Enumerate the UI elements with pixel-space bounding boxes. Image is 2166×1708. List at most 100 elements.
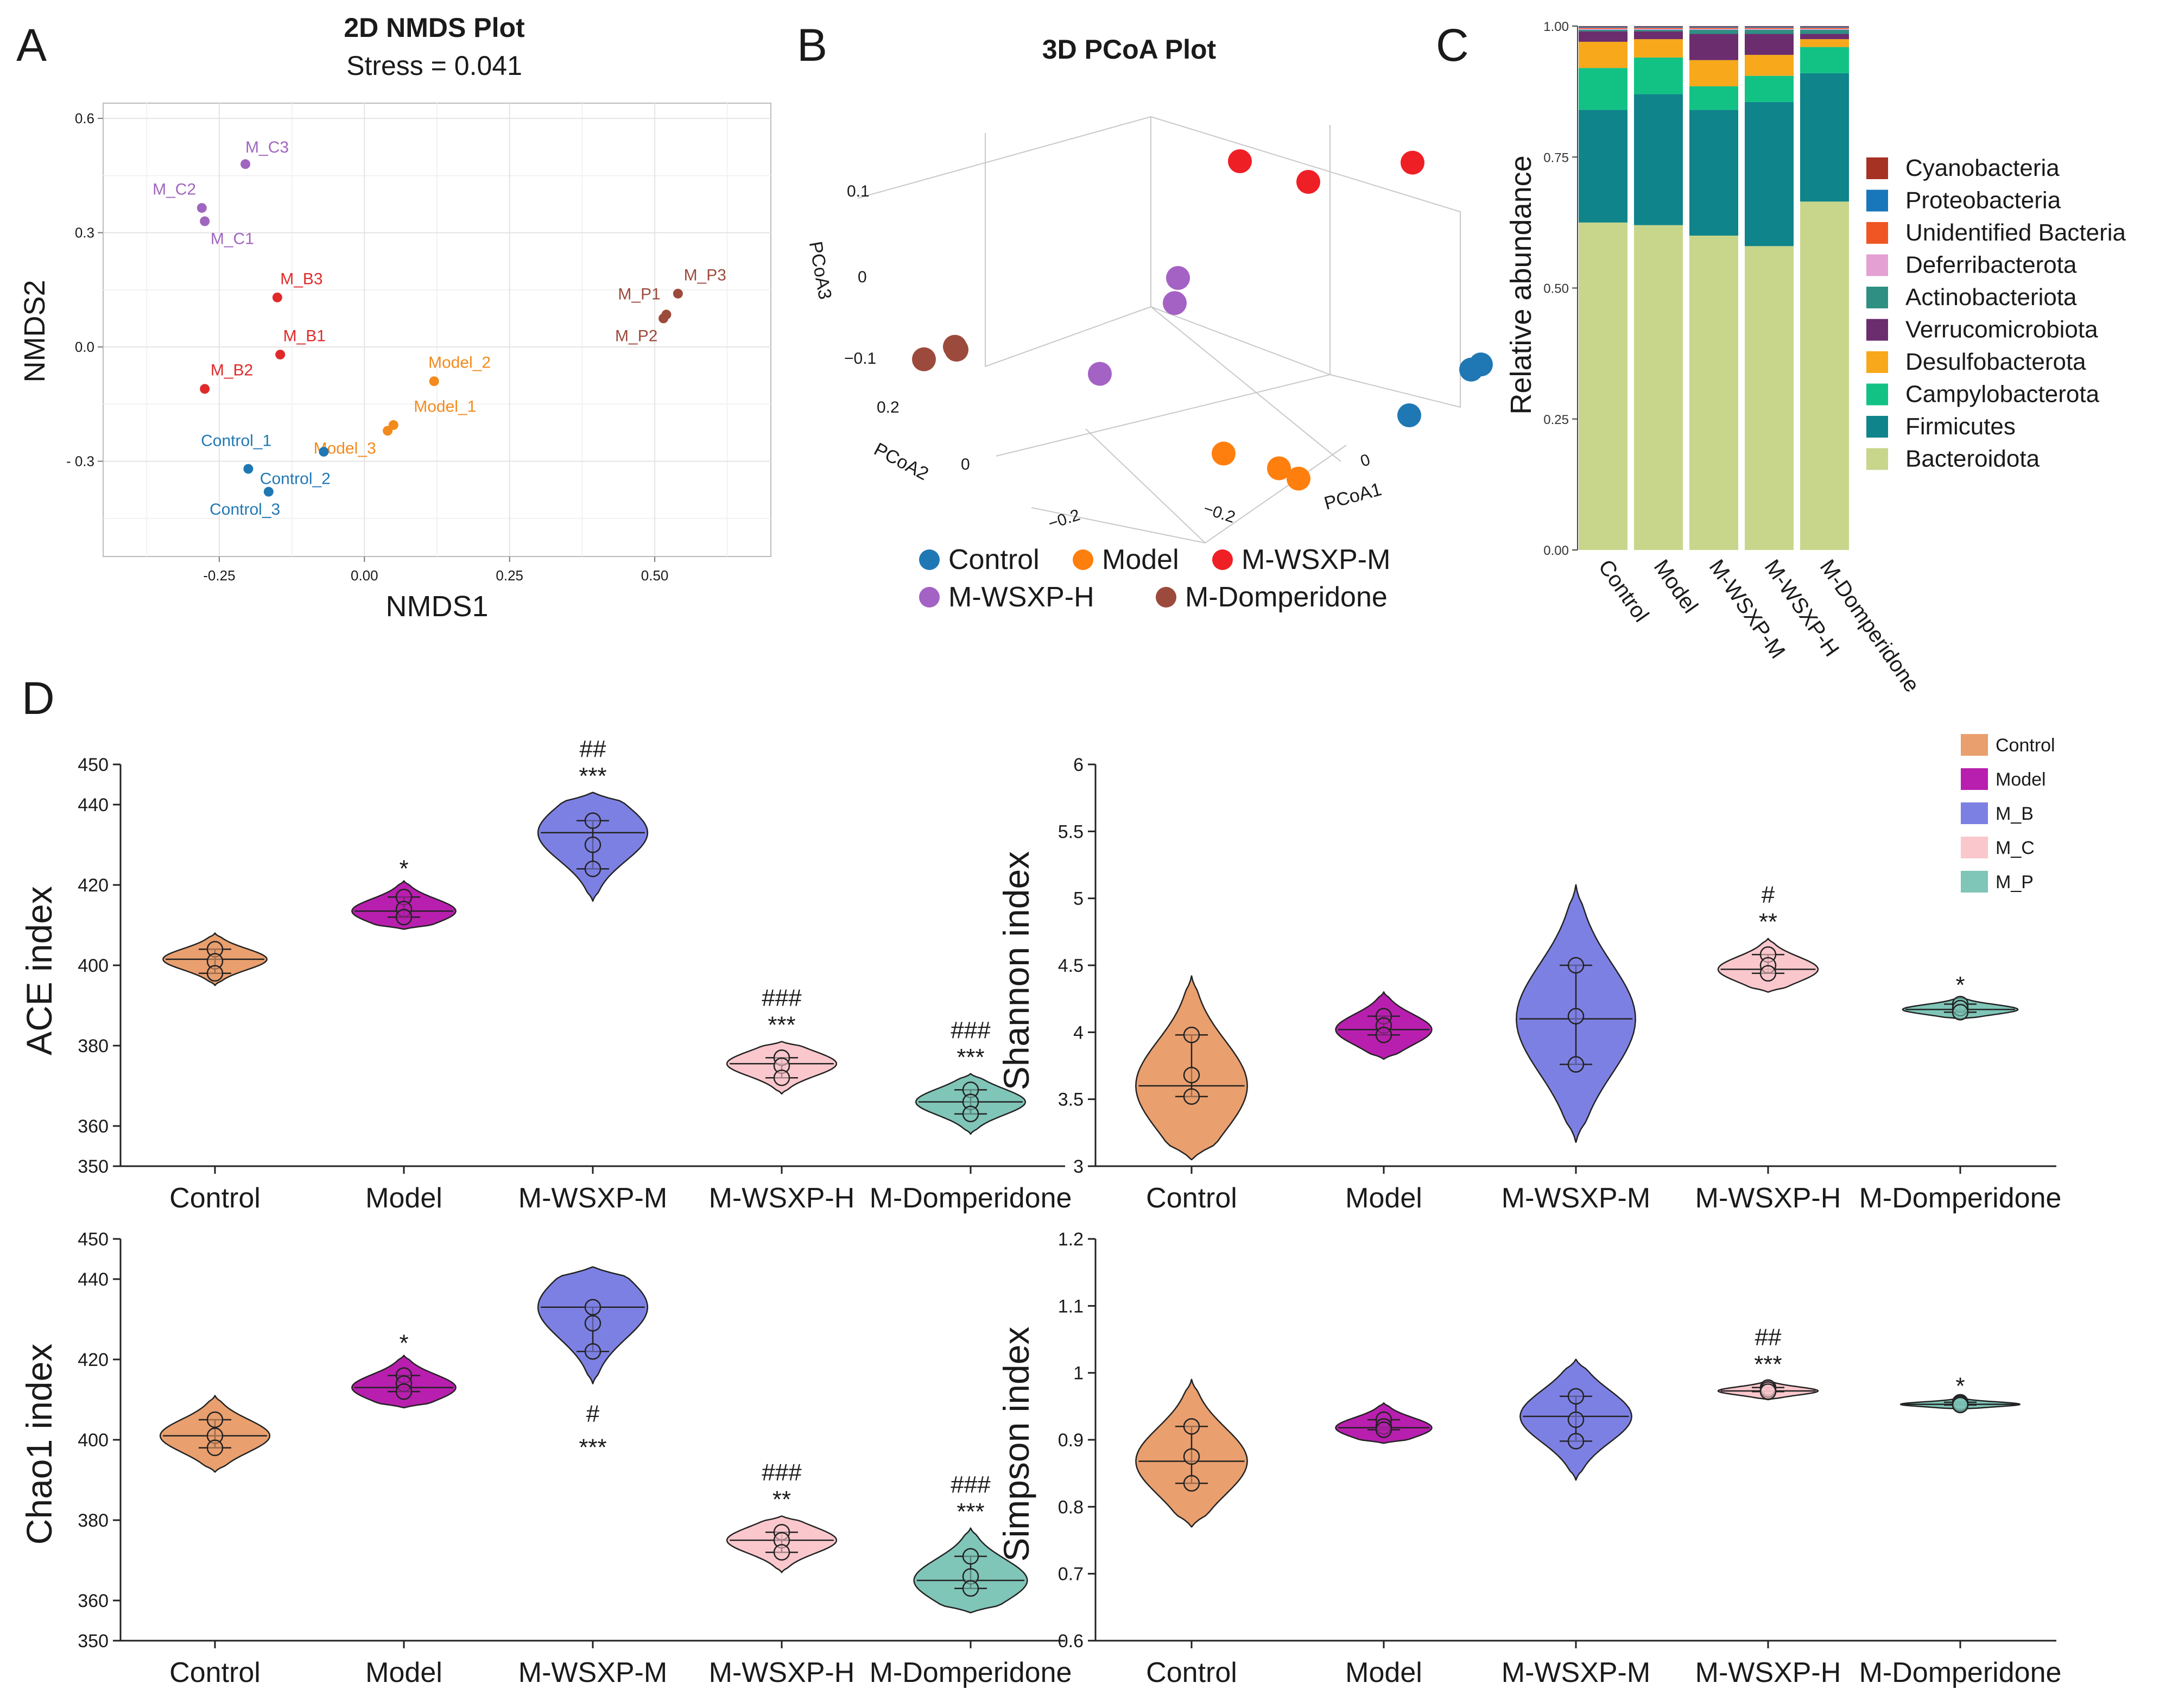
chao1-point-m-wsxp-m-1 (584, 1299, 601, 1316)
pcoa-panel: 3D PCoA Plot 0.1 0 −0.1 0.2 0 −0.2 −0.2 … (805, 34, 1493, 613)
composition-legend-swatch-cyanobacteria (1866, 157, 1888, 179)
composition-xtick-1: Model (1649, 555, 1703, 617)
shannon-y-title: Shannon index (996, 851, 1036, 1090)
pcoa-point-control-1 (1397, 403, 1421, 427)
simpson-point-m-wsxp-h-3 (1759, 1383, 1777, 1400)
nmds-label-m-b3: M_B3 (280, 270, 322, 288)
shannon-point-m-domperidone-3 (1952, 1004, 1969, 1021)
ace-ytick-2: 380 (78, 1036, 109, 1057)
composition-bar-m-domperidone-bacteroidota (1800, 201, 1849, 550)
composition-bar-m-domperidone-campylobacterota (1800, 47, 1849, 73)
ace-ytick-0: 350 (78, 1156, 109, 1177)
composition-bar-control-verrucomicrobiota (1579, 31, 1627, 42)
violin-legend-swatch-m_b (1961, 802, 1988, 824)
violin-legend-swatch-control (1961, 734, 1988, 756)
chao1-sig-hash-m-domperidone: ### (951, 1471, 991, 1498)
ace-sig-hash-m-wsxp-h: ### (762, 985, 802, 1011)
pcoa-point-m-domperidone-3 (943, 334, 967, 359)
composition-bar-m-domperidone-deferribacterota (1800, 28, 1849, 30)
composition-bar-m-wsxp-m-unidentified-bacteria (1689, 27, 1738, 29)
shannon-ytick-3: 4.5 (1058, 956, 1084, 976)
nmds-label-m-c1: M_C1 (211, 230, 254, 248)
composition-legend-swatch-desulfobacterota (1866, 351, 1888, 373)
violin-legend-label-control: Control (1996, 735, 2055, 756)
shannon-sig-hash-m-wsxp-h: # (1762, 882, 1775, 908)
pcoa-title: 3D PCoA Plot (1042, 34, 1217, 65)
chao1-subplot: 350 360 380 400 420 440 450 Control Model * M-WSXP… (78, 1229, 1072, 1688)
pcoa2-axis-label: PCoA2 (871, 439, 932, 484)
simpson-ytick-4: 1 (1073, 1363, 1084, 1384)
simpson-point-m-wsxp-m-3 (1567, 1433, 1585, 1450)
simpson-ytick-3: 0.9 (1058, 1430, 1084, 1451)
composition-bar-control-campylobacterota (1579, 68, 1627, 110)
chao1-ytick-0: 350 (78, 1631, 109, 1652)
composition-legend-label-deferribacterota: Deferribacterota (1905, 252, 2077, 279)
nmds-label-m-b2: M_B2 (211, 362, 253, 379)
shannon-point-control-1 (1183, 1027, 1200, 1043)
ace-sig-star-m-wsxp-m: *** (579, 763, 606, 789)
ace-ytick-1: 360 (78, 1116, 109, 1137)
shannon-subplot: 3 3.5 4 4.5 5 5.5 6 Control Model M-WSXP-M M-WSXP-… (1058, 755, 2062, 1214)
ace-point-control-3 (206, 965, 224, 982)
simpson-sig-hash-m-wsxp-h: ## (1755, 1324, 1782, 1350)
nmds-label-m-p2: M_P2 (615, 327, 657, 345)
composition-legend-label-verrucomicrobiota: Verrucomicrobiota (1905, 317, 2098, 343)
composition-bar-m-domperidone-unidentified-bacteria (1800, 27, 1849, 29)
nmds-ytick-2: 0.0 (75, 339, 94, 355)
nmds-xtick-3: 0.50 (641, 567, 669, 584)
composition-ytick-0: 0.00 (1543, 543, 1569, 558)
nmds-point-model-2 (429, 376, 439, 387)
nmds-label-model-1: Model_1 (414, 397, 476, 415)
composition-xtick-0: Control (1594, 555, 1654, 627)
ace-subplot: 350 360 380 400 420 440 450 Control Model * M-WSXP… (78, 736, 1072, 1214)
ace-sig-hash-m-wsxp-m: ## (580, 736, 606, 762)
shannon-xtick-4: M-Domperidone (1859, 1182, 2062, 1214)
composition-bars (1579, 26, 1849, 550)
pcoa-point-m-wsxp-h-3 (1088, 362, 1112, 386)
nmds-xtick-0: -0.25 (203, 567, 235, 584)
composition-bar-model-verrucomicrobiota (1634, 31, 1683, 40)
composition-bar-model-actinobacteriota (1634, 29, 1683, 31)
composition-legend-label-bacteroidota: Bacteroidota (1905, 446, 2040, 472)
pcoa-back-wall (857, 116, 1461, 408)
pcoa-floor-1 (985, 306, 1331, 375)
composition-legend-label-campylobacterota: Campylobacterota (1905, 381, 2100, 408)
nmds-x-title: NMDS1 (385, 590, 488, 623)
composition-bar-control-firmicutes (1579, 110, 1627, 223)
chao1-ytick-4: 420 (78, 1350, 109, 1370)
ace-xtick-2: M-WSXP-M (518, 1182, 667, 1214)
violin-legend: Control Model M_B M_C M_P (1961, 734, 2055, 893)
composition-bar-model-deferribacterota (1634, 28, 1683, 30)
shannon-xtick-1: Model (1345, 1182, 1422, 1214)
nmds-point-m-c1 (200, 216, 210, 226)
shannon-ytick-0: 3 (1073, 1156, 1084, 1177)
nmds-label-m-p1: M_P1 (618, 285, 660, 303)
nmds-subtitle: Stress = 0.041 (346, 50, 522, 81)
nmds-point-control-1 (319, 447, 329, 457)
nmds-label-model-2: Model_2 (428, 354, 491, 372)
composition-legend-swatch-actinobacteriota (1866, 287, 1888, 308)
pcoa-point-m-wsxp-m-3 (1401, 150, 1424, 175)
nmds-ytick-0: 0.6 (75, 110, 94, 126)
pcoa-legend-label-control: Control (948, 544, 1040, 575)
simpson-xtick-2: M-WSXP-M (1502, 1657, 1650, 1688)
nmds-panel: 2D NMDS Plot Stress = 0.041 -0.25 0.00 0.2… (18, 12, 771, 623)
violin-subplots: 350 360 380 400 420 440 450 Control Model * M-WSXP… (78, 736, 2061, 1688)
composition-bar-m-wsxp-m-bacteroidota (1689, 236, 1738, 550)
ace-point-m-domperidone-3 (962, 1105, 979, 1123)
ace-point-m-wsxp-h-3 (773, 1069, 790, 1086)
panel-letter-b: B (797, 20, 827, 71)
nmds-point-control-2 (243, 464, 254, 474)
shannon-sig-star-m-domperidone: * (1955, 972, 1965, 998)
nmds-label-m-p3: M_P3 (684, 266, 726, 284)
composition-bar-model-proteobacteria (1634, 26, 1683, 28)
composition-bar-m-wsxp-m-desulfobacterota (1689, 60, 1738, 86)
chao1-xtick-0: Control (169, 1657, 261, 1688)
composition-bar-m-domperidone-cyanobacteria (1800, 26, 1849, 27)
pcoa2-tick-2: 0 (961, 456, 970, 473)
pcoa-point-model-1 (1212, 441, 1236, 466)
chao1-ytick-6: 450 (78, 1229, 109, 1250)
simpson-ytick-1: 0.7 (1058, 1564, 1084, 1585)
shannon-point-m-wsxp-m-3 (1567, 1056, 1585, 1073)
composition-bar-m-wsxp-h-cyanobacteria (1745, 26, 1794, 27)
